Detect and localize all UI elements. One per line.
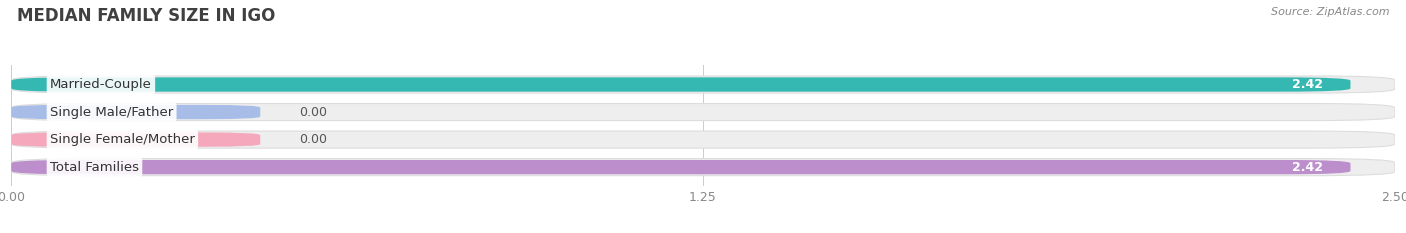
FancyBboxPatch shape [11, 77, 1351, 92]
FancyBboxPatch shape [11, 132, 260, 147]
Text: 2.42: 2.42 [1292, 161, 1323, 174]
FancyBboxPatch shape [11, 159, 1395, 176]
Text: Married-Couple: Married-Couple [51, 78, 152, 91]
Text: Single Male/Father: Single Male/Father [51, 106, 173, 119]
Text: MEDIAN FAMILY SIZE IN IGO: MEDIAN FAMILY SIZE IN IGO [17, 7, 276, 25]
FancyBboxPatch shape [11, 105, 260, 119]
FancyBboxPatch shape [11, 131, 1395, 148]
Text: 0.00: 0.00 [299, 106, 328, 119]
Text: Single Female/Mother: Single Female/Mother [51, 133, 195, 146]
Text: Total Families: Total Families [51, 161, 139, 174]
Text: 0.00: 0.00 [299, 133, 328, 146]
FancyBboxPatch shape [11, 103, 1395, 121]
FancyBboxPatch shape [11, 76, 1395, 93]
Text: Source: ZipAtlas.com: Source: ZipAtlas.com [1271, 7, 1389, 17]
FancyBboxPatch shape [11, 160, 1351, 174]
Text: 2.42: 2.42 [1292, 78, 1323, 91]
